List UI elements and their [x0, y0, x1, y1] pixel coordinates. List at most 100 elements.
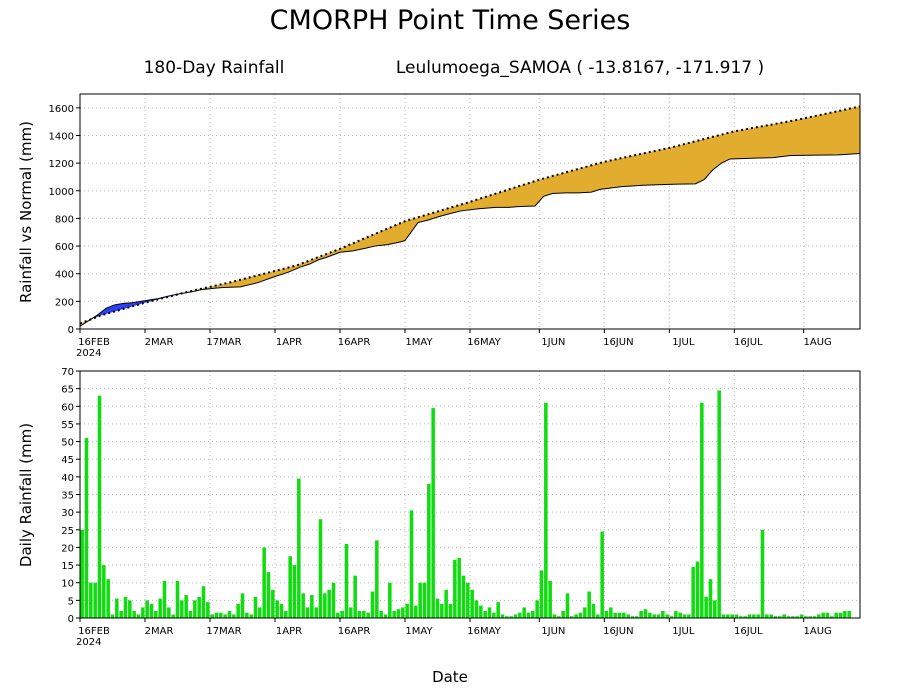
- daily-rainfall-bar: [648, 612, 652, 618]
- top-xtick-label: 1AUG: [804, 337, 832, 348]
- daily-rainfall-bar: [223, 614, 227, 618]
- bottom-ytick-label: 20: [61, 543, 74, 554]
- daily-rainfall-bar: [292, 565, 297, 618]
- daily-rainfall-bar: [743, 616, 747, 618]
- daily-rainfall-bar: [609, 607, 613, 618]
- bottom-xtick-label: 16JUN: [603, 626, 633, 637]
- daily-rainfall-bar: [89, 582, 93, 618]
- daily-rainfall-bar: [682, 614, 687, 618]
- daily-rainfall-bar: [539, 570, 544, 618]
- bottom-xtick-label: 16MAY: [467, 626, 501, 637]
- daily-rainfall-bar: [93, 582, 97, 618]
- daily-rainfall-bar: [444, 589, 448, 618]
- daily-rainfall-bar: [396, 609, 401, 618]
- bottom-xtick-label: 1APR: [276, 626, 302, 637]
- daily-rainfall-bar: [236, 603, 240, 618]
- daily-rainfall-bar: [409, 510, 414, 618]
- daily-rainfall-bar: [435, 598, 440, 618]
- daily-rainfall-bar: [440, 603, 444, 618]
- daily-rainfall-bar: [730, 614, 734, 618]
- daily-rainfall-bar: [162, 580, 167, 618]
- daily-rainfall-bar: [799, 614, 804, 618]
- daily-rainfall-bar: [266, 572, 271, 618]
- daily-rainfall-bar: [656, 614, 661, 618]
- bottom-ytick-label: 30: [61, 508, 74, 519]
- daily-rainfall-bar: [310, 595, 314, 618]
- bottom-ytick-label: 65: [61, 385, 74, 396]
- top-ytick-label: 0: [68, 325, 74, 336]
- top-xtick-label: 1APR: [276, 337, 302, 348]
- daily-rainfall-bar: [739, 616, 743, 618]
- daily-rainfall-bar: [769, 614, 773, 618]
- top-xtick-label: 1JUN: [541, 337, 565, 348]
- daily-rainfall-bar: [110, 614, 115, 618]
- daily-rainfall-bar: [626, 614, 630, 618]
- top-y-axis-ticks: 0 200 400 600 800 1000 1200 1400 1600: [49, 104, 80, 336]
- daily-rainfall-bar: [318, 519, 323, 618]
- daily-rainfall-bar: [171, 614, 175, 618]
- bottom-ytick-label: 35: [61, 491, 74, 502]
- daily-rainfall-bar: [565, 593, 570, 618]
- daily-rainfall-bar: [180, 600, 184, 618]
- bottom-ytick-label: 70: [61, 367, 74, 378]
- daily-rainfall-bar: [526, 612, 531, 618]
- bottom-ytick-label: 50: [61, 438, 74, 449]
- daily-rainfall-bar: [284, 610, 288, 618]
- daily-rainfall-bar: [492, 612, 496, 618]
- daily-rainfall-bar: [596, 614, 600, 618]
- daily-rainfall-bar: [643, 609, 648, 618]
- daily-rainfall-bar: [84, 438, 89, 618]
- daily-rainfall-bar: [804, 616, 808, 618]
- top-ytick-label: 800: [55, 214, 74, 225]
- daily-rainfall-bar: [175, 580, 180, 618]
- top-y-axis-label: Rainfall vs Normal (mm): [17, 121, 35, 303]
- daily-rainfall-bar: [587, 591, 591, 618]
- daily-rainfall-bar: [760, 529, 765, 618]
- x-axis-label: Date: [432, 668, 468, 686]
- daily-rainfall-bar: [158, 598, 162, 618]
- bottom-ytick-label: 40: [61, 473, 74, 484]
- daily-rainfall-bar: [132, 610, 136, 618]
- daily-rainfall-bar: [474, 600, 479, 618]
- bottom-xtick-label: 16JUL: [734, 626, 763, 637]
- daily-rainfall-bar: [275, 600, 279, 618]
- daily-rainfall-bar: [674, 610, 678, 618]
- daily-rainfall-bar: [388, 582, 392, 618]
- daily-rainfall-bar: [431, 408, 435, 618]
- daily-rainfall-bar: [136, 614, 141, 618]
- daily-rainfall-bar: [297, 478, 301, 618]
- daily-rainfall-bar: [518, 612, 522, 618]
- daily-rainfall-bar: [219, 612, 223, 618]
- daily-rainfall-bar: [548, 580, 552, 618]
- bottom-ytick-label: 0: [68, 614, 74, 625]
- daily-rainfall-bar: [600, 531, 604, 618]
- daily-rainfall-bar: [795, 616, 799, 618]
- daily-rainfall-bar: [119, 610, 123, 618]
- bottom-xtick-label: 1JUN: [541, 626, 565, 637]
- daily-rainfall-bar: [834, 612, 838, 618]
- daily-rainfall-bar: [838, 612, 843, 618]
- top-xtick-label: 16JUN: [603, 337, 633, 348]
- bottom-ytick-label: 55: [61, 420, 74, 431]
- top-xtick-label: 16FEB: [78, 337, 110, 348]
- daily-rainfall-bar: [249, 614, 253, 618]
- daily-rainfall-bar: [344, 543, 349, 618]
- daily-rainfall-bar: [713, 600, 717, 618]
- daily-rainfall-bar: [305, 607, 310, 618]
- daily-rainfall-bar: [583, 607, 587, 618]
- bottom-y-axis-label: Daily Rainfall (mm): [17, 423, 35, 567]
- daily-rainfall-bar: [639, 610, 643, 618]
- daily-rainfall-bar: [708, 579, 713, 618]
- daily-rainfall-bar: [843, 610, 847, 618]
- daily-rainfall-bar: [288, 556, 292, 618]
- bottom-xtick-label: 1AUG: [804, 626, 832, 637]
- daily-rainfall-bar: [253, 596, 258, 618]
- daily-rainfall-bar: [448, 603, 453, 618]
- daily-rainfall-bar: [279, 603, 284, 618]
- top-ytick-label: 1600: [49, 104, 74, 115]
- daily-rainfall-bars: [80, 390, 851, 618]
- daily-rainfall-bar: [505, 616, 509, 618]
- daily-rainfall-bar: [240, 593, 245, 618]
- chart-subtitle-location: Leulumoega_SAMOA ( -13.8167, -171.917 ): [396, 58, 764, 78]
